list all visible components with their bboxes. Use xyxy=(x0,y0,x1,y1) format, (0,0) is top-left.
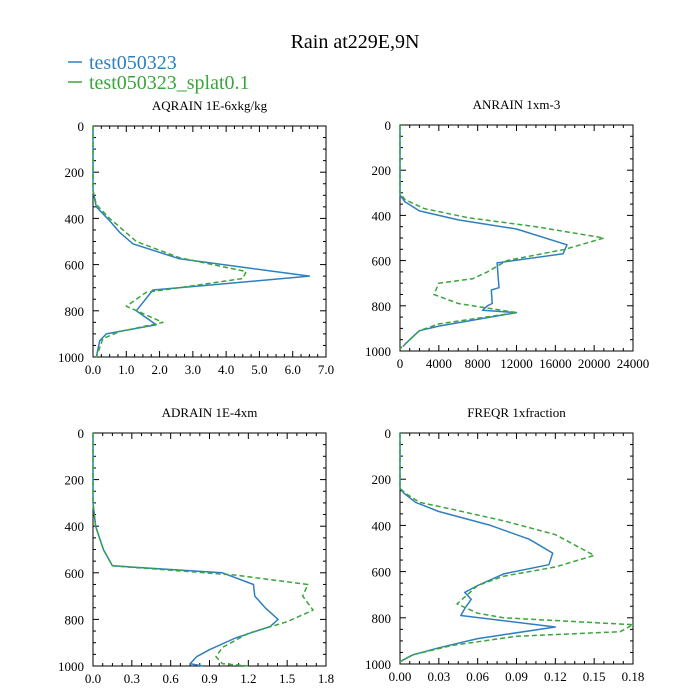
y-tick-label: 400 xyxy=(372,208,392,223)
series-line-test050323-splat0-1 xyxy=(399,125,605,350)
legend: test050323 test050323_splat0.1 xyxy=(68,52,250,94)
panel-title: ADRAIN 1E-4xm xyxy=(162,405,258,420)
x-tick-label: 1.0 xyxy=(118,362,134,377)
x-tick-label: 0.15 xyxy=(583,669,606,684)
x-tick-label: 0.03 xyxy=(427,669,450,684)
x-tick-label: 0.18 xyxy=(622,669,645,684)
series-line-test050323-splat0-1 xyxy=(92,433,314,667)
x-tick-label: 24000 xyxy=(617,356,650,371)
y-tick-label: 1000 xyxy=(365,657,391,672)
series-line-test050323 xyxy=(92,433,279,667)
plot-frame xyxy=(92,432,327,667)
plot-frame xyxy=(92,125,327,358)
panel-title: ANRAIN 1xm-3 xyxy=(473,97,561,112)
x-tick-label: 6.0 xyxy=(285,362,301,377)
y-tick-label: 1000 xyxy=(365,344,391,359)
y-tick-label: 200 xyxy=(65,473,85,488)
plot-frame xyxy=(399,432,634,665)
x-tick-label: 4000 xyxy=(426,356,452,371)
y-tick-label: 200 xyxy=(65,165,85,180)
series-line-test050323-splat0-1 xyxy=(92,126,247,358)
y-tick-label: 400 xyxy=(65,519,85,534)
series-line-test050323 xyxy=(399,433,557,663)
y-tick-label: 600 xyxy=(372,565,392,580)
y-tick-label: 0 xyxy=(78,119,85,134)
x-tick-label: 12000 xyxy=(500,356,533,371)
y-tick-label: 800 xyxy=(372,299,392,314)
y-tick-label: 800 xyxy=(372,611,392,626)
x-tick-label: 5.0 xyxy=(251,362,267,377)
figure-title: Rain at229E,9N xyxy=(291,31,420,53)
y-tick-label: 0 xyxy=(385,426,392,441)
x-tick-label: 20000 xyxy=(578,356,611,371)
y-tick-label: 800 xyxy=(65,304,85,319)
chart-panel-0: AQRAIN 1E-6xkg/kg 0.0 1.0 2.0 3.0 4.0 5.0 6.0 7.… xyxy=(58,98,334,377)
x-tick-label: 0 xyxy=(397,356,404,371)
x-tick-label: 1.5 xyxy=(279,671,295,686)
y-tick-label: 0 xyxy=(385,118,392,133)
panels: AQRAIN 1E-6xkg/kg 0.0 1.0 2.0 3.0 4.0 5.0 6.0 7.… xyxy=(58,97,649,686)
x-tick-label: 0.09 xyxy=(505,669,528,684)
legend-label-1: test050323_splat0.1 xyxy=(89,72,250,94)
x-tick-label: 0.12 xyxy=(544,669,567,684)
y-tick-label: 0 xyxy=(78,426,85,441)
x-tick-label: 0.00 xyxy=(389,669,412,684)
y-tick-label: 400 xyxy=(65,211,85,226)
y-tick-label: 200 xyxy=(372,163,392,178)
x-tick-label: 4.0 xyxy=(218,362,234,377)
y-tick-label: 800 xyxy=(65,612,85,627)
y-tick-label: 400 xyxy=(372,518,392,533)
chart-panel-3: FREQR 1xfraction 0.00 0.03 0.06 0.09 0.12 0.15… xyxy=(365,405,644,684)
x-tick-label: 0.0 xyxy=(85,671,101,686)
y-tick-label: 600 xyxy=(65,566,85,581)
x-tick-label: 2.0 xyxy=(151,362,167,377)
y-tick-label: 200 xyxy=(372,472,392,487)
legend-label-0: test050323 xyxy=(89,52,177,74)
series-line-test050323 xyxy=(399,125,568,348)
panel-title: AQRAIN 1E-6xkg/kg xyxy=(152,98,268,113)
x-tick-label: 16000 xyxy=(539,356,572,371)
chart-panel-2: ADRAIN 1E-4xm 0.0 0.3 0.6 0.9 1.2 1.5 1.8 0 200 40… xyxy=(58,405,334,686)
series-line-test050323 xyxy=(92,126,311,358)
x-tick-label: 1.8 xyxy=(318,671,334,686)
x-tick-label: 0.6 xyxy=(163,671,180,686)
y-tick-label: 1000 xyxy=(58,659,84,674)
y-tick-label: 600 xyxy=(65,258,85,273)
y-tick-label: 1000 xyxy=(58,350,84,365)
x-tick-label: 0.9 xyxy=(201,671,217,686)
x-tick-label: 0.3 xyxy=(124,671,140,686)
x-tick-label: 0.06 xyxy=(466,669,489,684)
plot-frame xyxy=(399,124,634,352)
chart-panel-1: ANRAIN 1xm-30 4000 8000 12000 16000 20000 2400… xyxy=(365,97,649,371)
x-tick-label: 0.0 xyxy=(85,362,101,377)
x-tick-label: 1.2 xyxy=(240,671,256,686)
series-line-test050323-splat0-1 xyxy=(399,433,634,663)
x-tick-label: 8000 xyxy=(465,356,491,371)
x-tick-label: 3.0 xyxy=(185,362,201,377)
y-tick-label: 600 xyxy=(372,254,392,269)
panel-title: FREQR 1xfraction xyxy=(467,405,566,420)
x-tick-label: 7.0 xyxy=(318,362,334,377)
